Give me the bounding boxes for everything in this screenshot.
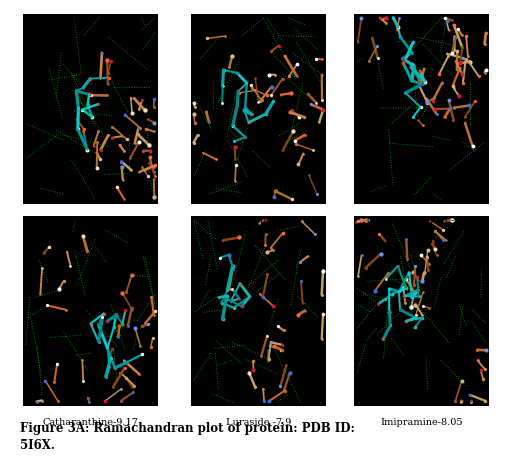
Text: Imipramine-8.05: Imipramine-8.05 bbox=[380, 418, 463, 427]
Text: Vindolinine -9.60: Vindolinine -9.60 bbox=[216, 216, 300, 225]
Text: Figure 3A: Ramachandran plot of protein: PDB ID:
5I6X.: Figure 3A: Ramachandran plot of protein:… bbox=[20, 422, 355, 452]
Text: Luraside -7.9: Luraside -7.9 bbox=[225, 418, 291, 427]
Text: Yohimbine -10.55: Yohimbine -10.55 bbox=[47, 216, 133, 225]
Text: Chlorogenicacid -9.46: Chlorogenicacid -9.46 bbox=[367, 216, 475, 225]
Text: Catharanthine-9.17: Catharanthine-9.17 bbox=[42, 418, 138, 427]
